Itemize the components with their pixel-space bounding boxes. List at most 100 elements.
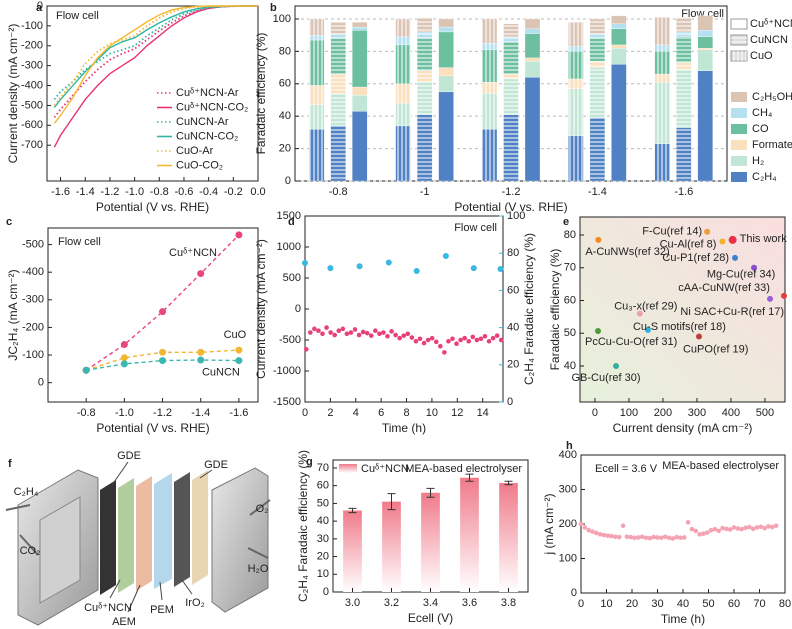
y-tick-label: 200 bbox=[559, 518, 577, 530]
point-label: CuPO(ref 19) bbox=[683, 343, 748, 355]
point bbox=[446, 338, 451, 344]
bar-segment bbox=[524, 60, 541, 78]
y-tick-label: 30 bbox=[317, 533, 329, 545]
bar-hatch bbox=[676, 127, 692, 181]
bar-hatch bbox=[654, 44, 670, 52]
y-axis-label: Faradaic efficiency (%) bbox=[548, 249, 562, 371]
label: AEM bbox=[112, 616, 136, 628]
x-axis-label: Time (h) bbox=[382, 421, 426, 435]
point bbox=[750, 526, 756, 532]
y-tick-label: -100 bbox=[22, 349, 44, 361]
legend-swatch bbox=[730, 18, 748, 30]
x-tick-label: -1.0 bbox=[125, 186, 144, 198]
panel-letter: e bbox=[563, 216, 569, 228]
x-tick-label: -0.8 bbox=[77, 407, 96, 419]
bar-segment bbox=[438, 18, 454, 28]
bar-segment bbox=[611, 23, 627, 29]
bar-segment bbox=[524, 18, 541, 29]
x-tick-label: 3.2 bbox=[384, 597, 399, 609]
point bbox=[377, 331, 382, 337]
leader bbox=[181, 579, 193, 595]
y-tick-label: 60 bbox=[564, 294, 576, 306]
y-tick-label: -100 bbox=[21, 20, 43, 32]
series-line bbox=[53, 5, 258, 106]
point bbox=[735, 526, 741, 531]
panel-letter: d bbox=[288, 216, 295, 228]
x-tick-label: 6 bbox=[378, 407, 384, 419]
point bbox=[616, 534, 622, 540]
point bbox=[442, 350, 447, 355]
y2-tick-label: 40 bbox=[507, 322, 519, 334]
bar-hatch bbox=[568, 46, 584, 52]
point bbox=[780, 292, 787, 299]
point bbox=[704, 228, 711, 235]
bar-hatch bbox=[589, 67, 605, 118]
point bbox=[620, 523, 626, 529]
x-tick-label: -1.2 bbox=[153, 407, 172, 419]
bar-hatch bbox=[676, 31, 692, 37]
point-label: GB-Cu(ref 30) bbox=[571, 372, 640, 384]
bar-hatch bbox=[589, 38, 605, 62]
point bbox=[758, 524, 764, 530]
point bbox=[754, 525, 760, 530]
bar-hatch bbox=[417, 17, 433, 32]
point bbox=[582, 525, 588, 530]
y-tick-label: 40 bbox=[564, 360, 576, 372]
point bbox=[462, 335, 467, 341]
point bbox=[332, 332, 338, 338]
gde-layer bbox=[192, 470, 208, 585]
y-tick-label: -600 bbox=[21, 119, 43, 131]
point bbox=[474, 337, 480, 343]
marker bbox=[159, 357, 167, 365]
bar-hatch bbox=[395, 83, 411, 104]
series-line bbox=[53, 5, 258, 118]
marker bbox=[235, 357, 243, 365]
legend-label: CO bbox=[752, 123, 769, 135]
legend-label: Cuᵟ⁺NCN-Ar bbox=[176, 87, 239, 99]
point bbox=[320, 331, 325, 337]
point bbox=[586, 527, 591, 533]
x-tick-label: 3.6 bbox=[462, 597, 477, 609]
bar-hatch bbox=[309, 129, 325, 181]
bar-hatch bbox=[330, 93, 346, 126]
point bbox=[381, 330, 386, 335]
x-tick-label: 0 bbox=[302, 407, 308, 419]
bar-segment bbox=[611, 15, 627, 24]
point bbox=[466, 338, 472, 344]
x-tick-label: -1 bbox=[420, 186, 430, 198]
y-axis-label: Current density (mA cm⁻²) bbox=[254, 239, 268, 379]
point bbox=[303, 347, 309, 352]
plot-frame bbox=[47, 227, 259, 403]
point bbox=[442, 252, 449, 259]
point bbox=[433, 339, 439, 345]
bar-hatch bbox=[654, 82, 670, 144]
y-tick-label: 400 bbox=[559, 449, 577, 461]
point bbox=[393, 332, 398, 338]
point-label: A-CuNWs(ref 32) bbox=[585, 246, 669, 258]
point bbox=[308, 330, 313, 335]
marker bbox=[235, 346, 243, 354]
point-label: F-Cu(ref 14) bbox=[642, 226, 702, 238]
point bbox=[731, 525, 737, 530]
point bbox=[478, 336, 484, 342]
plot-frame bbox=[46, 5, 259, 182]
point bbox=[312, 326, 317, 332]
y-tick-label: 10 bbox=[317, 568, 329, 580]
legend-label: CuNCN-Ar bbox=[176, 116, 229, 128]
y-tick-label: 0 bbox=[285, 175, 291, 187]
plot-frame bbox=[580, 454, 786, 594]
y-tick-label: 20 bbox=[317, 550, 329, 562]
bar-hatch bbox=[482, 49, 497, 83]
x-axis-label: Potential (V vs. RHE) bbox=[96, 200, 209, 214]
legend-hatch bbox=[731, 35, 747, 45]
point bbox=[613, 534, 618, 540]
y-tick-label: -700 bbox=[21, 139, 43, 151]
point bbox=[685, 519, 691, 525]
panel-letter: a bbox=[36, 2, 43, 14]
y-tick-label: 0 bbox=[295, 303, 301, 315]
y-tick-label: -300 bbox=[22, 294, 44, 306]
legend-label: H₂ bbox=[752, 155, 764, 167]
point bbox=[609, 533, 614, 539]
x-axis-label: Current density (mA cm⁻²) bbox=[613, 421, 753, 435]
series-line bbox=[85, 234, 240, 371]
